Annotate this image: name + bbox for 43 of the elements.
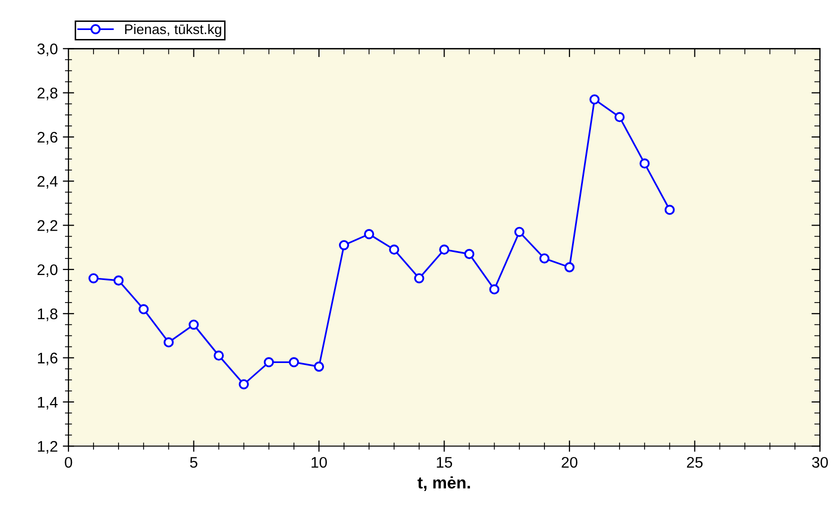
x-tick-label: 0 [64,456,72,468]
x-tick-label: 15 [436,457,452,468]
point [614,112,625,122]
point [364,229,374,240]
y-tick-label: 1,4 [38,396,58,410]
y-tick-label: 2,6 [38,132,58,144]
point [238,379,249,390]
point [314,362,324,372]
point [489,284,500,294]
y-tick-label: 3,0 [37,44,58,56]
point [564,262,575,272]
x-tick-label: 30 [812,456,828,468]
point [464,248,474,260]
y-tick-label: 1,8 [38,308,58,322]
point [288,357,299,368]
point [88,273,99,284]
point [389,244,400,255]
y-tick-label: 1,6 [38,352,58,366]
point [214,350,224,361]
x-tick-label: 20 [562,456,578,468]
point [439,244,450,255]
y-tick-label: 2,2 [38,220,58,233]
point [414,273,424,284]
y-tick-label: 2,4 [38,176,58,189]
x-axis-title: t, mėn. [418,476,470,491]
point [514,226,524,237]
point [188,320,199,330]
x-tick-label: 10 [312,456,327,468]
y-tick-label: 1,2 [38,440,58,454]
point [539,253,550,264]
point [114,275,124,286]
point [640,158,650,169]
point [589,94,600,104]
point [664,204,675,215]
y-tick-label: 2,8 [38,88,58,100]
point [164,337,174,348]
x-tick-label: 25 [686,456,703,468]
point [138,304,149,314]
point [338,240,350,250]
y-tick-label: 2,0 [38,264,58,277]
point [264,357,274,368]
legend-label: Pienas, tūkst.kg [125,24,222,37]
x-tick-label: 5 [190,457,198,468]
